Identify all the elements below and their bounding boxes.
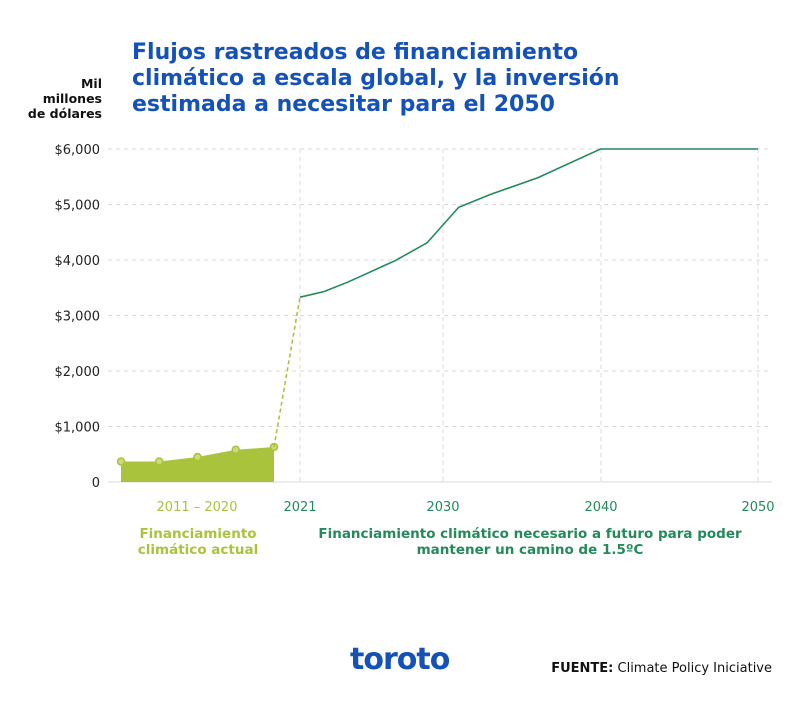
chart-title: Flujos rastreados de financiamiento clim… [132,40,620,117]
y-axis-label-line-3: de dólares [27,106,102,121]
x-tick-label: 2021 [283,500,316,515]
category-label-future-line-2: mantener un camino de 1.5ºC [416,542,644,558]
x-tick-label: 2030 [426,500,459,515]
category-label-future: Financiamiento climático necesario a fut… [300,526,760,558]
y-tick-label: $5,000 [55,199,101,214]
source-note: FUENTE: Climate Policy Iniciative [551,661,772,676]
category-label-actual: Financiamiento climático actual [128,526,268,558]
source-text: Climate Policy Iniciative [617,661,773,676]
series-actual-point [116,457,126,466]
series-actual-point [231,445,240,455]
y-axis-label: Mil millones de dólares [28,76,102,121]
y-tick-label: $3,000 [55,310,101,325]
toroto-logo: toroto [350,642,450,677]
series-actual-area [121,447,274,482]
source-label: FUENTE: [551,661,614,676]
category-label-actual-line-1: Financiamiento [139,526,257,542]
y-tick-label: 0 [92,476,100,491]
y-tick-label: $2,000 [55,365,101,380]
series-actual-point [155,457,164,466]
x-tick-label: 2040 [584,500,617,515]
category-label-actual-line-2: climático actual [137,542,259,558]
x-tick-label: 2011 – 2020 [157,500,238,515]
series-actual-point [193,452,202,462]
y-tick-label: $4,000 [55,254,101,269]
y-tick-label: $1,000 [55,421,101,436]
y-axis-label-line-2: millones [42,91,102,106]
y-tick-label: $6,000 [55,143,101,158]
x-tick-label: 2050 [741,500,774,515]
category-label-future-line-1: Financiamiento climático necesario a fut… [318,526,742,542]
connector-dashed-line [273,297,301,448]
y-axis-label-line-1: Mil [80,76,102,91]
series-future-line [299,148,758,298]
